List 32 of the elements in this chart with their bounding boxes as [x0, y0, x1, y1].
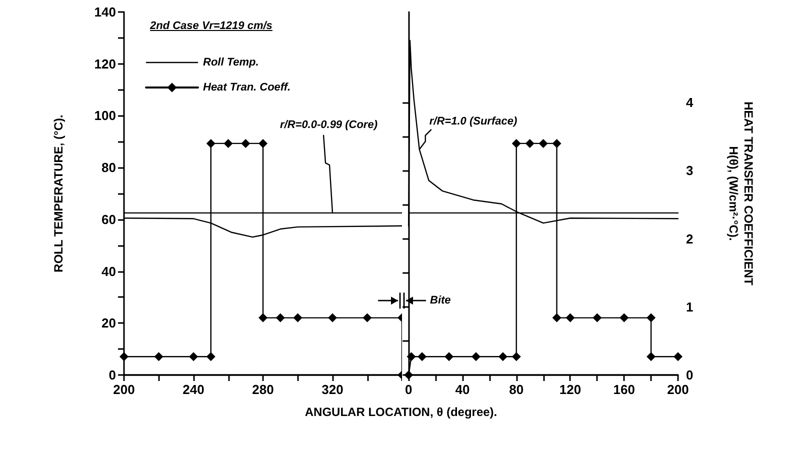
- y-tick-label: 100: [94, 108, 116, 124]
- y-tick-label: 80: [102, 160, 116, 176]
- y-tick-label: 140: [94, 4, 116, 20]
- y-axis-title: ROLL TEMPERATURE, (°C).: [52, 114, 66, 272]
- x-tick-label: 200: [113, 382, 135, 397]
- x-tick-label: 280: [252, 382, 274, 397]
- x-tick-label: 40: [455, 382, 470, 397]
- x-tick-label: 200: [667, 382, 689, 397]
- x-tick-label: 240: [182, 382, 204, 397]
- y2-tick-label: 2: [686, 231, 694, 246]
- y2-tick-label: 0: [686, 368, 694, 382]
- annotation: r/R=0.0-0.99 (Core): [280, 118, 378, 131]
- annotation: Bite: [430, 294, 451, 307]
- y2-tick-label: 1: [686, 299, 694, 314]
- x-axis-title: ANGULAR LOCATION, θ (degree).: [304, 405, 498, 419]
- x-tick-label: 0: [405, 382, 412, 397]
- y2-tick-label: 4: [686, 95, 694, 110]
- x-tick-label: 80: [509, 382, 524, 397]
- legend-label: Heat Tran. Coeff.: [203, 82, 291, 94]
- x-tick-label: 120: [559, 382, 582, 397]
- x-tick-label: 160: [613, 382, 635, 397]
- legend-label: Roll Temp.: [203, 56, 259, 68]
- y-tick-label: 120: [94, 56, 116, 72]
- y-tick-label: 40: [102, 264, 116, 279]
- y2-tick-label: 3: [686, 163, 694, 178]
- annotation: r/R=1.0 (Surface): [429, 115, 518, 128]
- text: 2nd Case Vr=1219 cm/s: [150, 20, 272, 32]
- y-tick-label: 0: [108, 368, 116, 382]
- y-tick-label: 60: [102, 212, 116, 227]
- x-tick-label: 320: [322, 382, 344, 397]
- y2-axis-title: HEAT TRANSFER COEFFICIENT H(θ), (W/cm²·°C).: [726, 102, 756, 286]
- y-tick-label: 20: [102, 316, 116, 331]
